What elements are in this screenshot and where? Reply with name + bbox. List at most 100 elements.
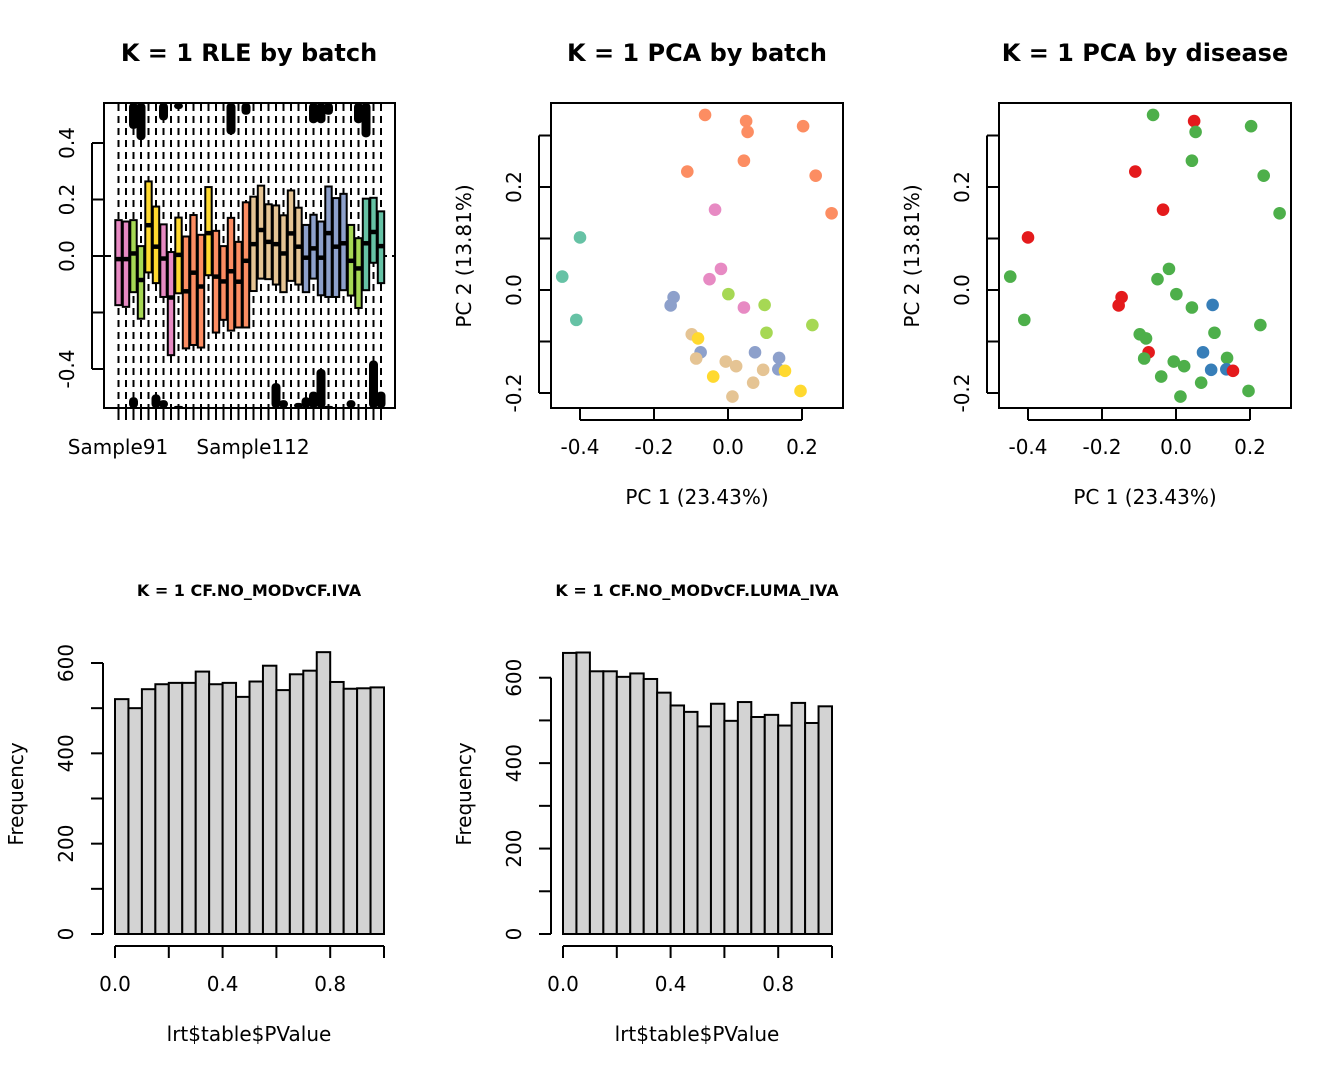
rle-outlier-bottom (369, 360, 378, 408)
rle-ytick-label: 0.2 (55, 184, 79, 216)
pca-disease-frame (998, 102, 1292, 409)
pca-point (1146, 108, 1160, 122)
pca-point (1129, 165, 1142, 178)
hist-xtick-label: 0.0 (99, 972, 131, 996)
pca-point (722, 287, 735, 301)
pca-point (825, 206, 838, 220)
hist-bar (804, 721, 820, 936)
pca-xtick-label: -0.4 (560, 435, 599, 459)
pca-point (1187, 114, 1201, 128)
pca-point (708, 203, 722, 216)
hist-bar (275, 689, 291, 935)
pca-point (1189, 125, 1202, 139)
hist-bar (127, 707, 143, 936)
rle-box (136, 245, 146, 320)
hist-bar (575, 651, 591, 936)
hist-xtick-label: 0.8 (314, 972, 346, 996)
hist-bar (342, 687, 359, 935)
rle-y-axis: -0.4 0.0 0.2 0.4 (55, 127, 104, 389)
rle-outlier-bottom (309, 391, 318, 408)
hist-ytick-label: 0 (54, 928, 78, 941)
rle-outlier-bottom (346, 400, 356, 408)
pca-batch-axes: -0.4 -0.2 0.0 0.2 -0.2 0.0 0.2 (502, 134, 818, 459)
pca-point (1273, 206, 1286, 220)
rle-box (324, 185, 333, 298)
pca-point (706, 370, 720, 383)
pca-ytick-label: -0.2 (502, 373, 526, 412)
pca-point (1174, 390, 1187, 403)
pca-xtick-label: 0.2 (1234, 435, 1266, 459)
hist-bar (221, 681, 238, 936)
pca-point (1185, 154, 1199, 168)
hist-iva-ylabel: Frequency (4, 742, 28, 845)
rle-box (114, 219, 123, 307)
hist-ytick-label: 600 (502, 659, 526, 697)
rle-ytick-label: -0.4 (55, 349, 79, 388)
hist-bar (669, 704, 686, 935)
pca-batch-ylabel: PC 2 (13.81%) (452, 184, 476, 327)
pca-disease-panel: K = 1 PCA by disease -0.4 -0.2 0.0 0.2 -0.2 0… (900, 39, 1292, 509)
hist-bar (642, 677, 659, 935)
pca-batch-panel: K = 1 PCA by batch -0.4 -0.2 0.0 0.2 -0.2 0.0… (452, 39, 844, 509)
pca-batch-title: K = 1 PCA by batch (567, 39, 827, 67)
rle-outlier-bottom (294, 402, 303, 408)
hist-bar (356, 687, 372, 935)
rle-xtick-label: Sample91 (68, 435, 168, 459)
hist-ytick-label: 400 (502, 744, 526, 782)
rle-outlier-top (159, 103, 168, 121)
pca-ytick-label: 0.0 (502, 274, 526, 306)
hist-bar (302, 669, 318, 935)
rle-box (121, 220, 131, 308)
pca-point (698, 108, 712, 122)
pca-point (689, 352, 703, 365)
hist-xtick-label: 0.4 (207, 972, 239, 996)
hist-luma-iva-title: K = 1 CF.NO_MODvCF.LUMA_IVA (555, 581, 839, 600)
rle-marks (104, 103, 395, 408)
hist-iva-axes: 0.0 0.4 0.8 0 200 400 600 (54, 644, 385, 996)
hist-bar (790, 701, 807, 935)
pca-ytick-label: -0.2 (950, 373, 974, 412)
hist-ytick-label: 0 (502, 928, 526, 941)
pca-batch-frame (550, 102, 844, 409)
pca-point (1194, 376, 1208, 390)
hist-bar (736, 701, 753, 936)
pca-point (1154, 370, 1168, 383)
pca-point (739, 114, 753, 128)
rle-box (226, 216, 236, 332)
pca-point (1170, 287, 1183, 301)
hist-bar (777, 724, 793, 935)
hist-bar (248, 680, 264, 935)
pca-disease-axes: -0.4 -0.2 0.0 0.2 -0.2 0.0 0.2 (950, 134, 1266, 459)
pca-point (1220, 351, 1234, 365)
hist-bar (140, 688, 157, 935)
pca-point (748, 346, 762, 359)
pca-point (1196, 346, 1210, 359)
pca-xtick-label: -0.4 (1008, 435, 1047, 459)
hist-bar (288, 673, 305, 936)
rle-box (166, 251, 176, 357)
rle-title: K = 1 RLE by batch (121, 39, 377, 67)
pca-point (772, 351, 786, 365)
pca-point (1242, 384, 1255, 398)
pca-point (809, 169, 822, 182)
rle-ytick-label: 0.0 (55, 240, 79, 272)
rle-box (354, 237, 363, 309)
hist-bar (235, 695, 251, 935)
hist-bar (602, 670, 618, 935)
hist-bar (315, 651, 332, 935)
pca-point (726, 390, 739, 403)
pca-point (1206, 298, 1219, 312)
pca-point (714, 262, 728, 276)
rle-panel: K = 1 RLE by batch -0.4 0.0 0.2 0.4 Sample9… (55, 39, 396, 459)
rle-ytick-label: 0.4 (55, 127, 79, 159)
pca-point (555, 270, 569, 283)
rle-xtick-label: Sample112 (196, 435, 309, 459)
hist-bar (723, 719, 739, 935)
hist-luma-iva-panel: K = 1 CF.NO_MODvCF.LUMA_IVA 0.0 0.4 0.8 0 20… (452, 581, 839, 1046)
rle-outlier-bottom (151, 394, 161, 408)
pca-xtick-label: 0.0 (712, 435, 744, 459)
pca-batch-points (555, 108, 838, 403)
pca-point (806, 318, 819, 332)
pca-point (1208, 326, 1221, 340)
